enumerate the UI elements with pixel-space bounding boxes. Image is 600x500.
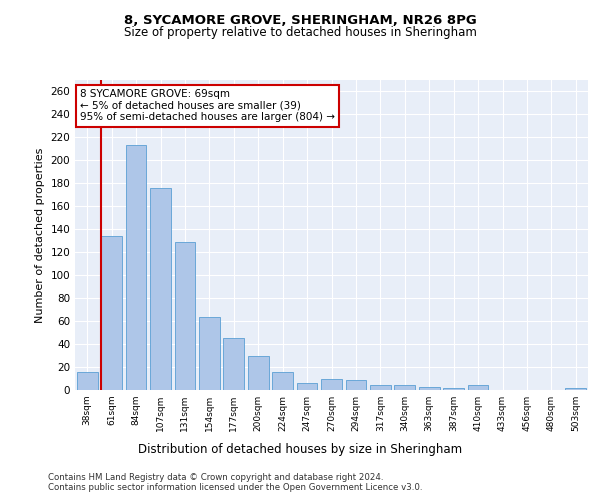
Bar: [272, 372, 293, 390]
Bar: [565, 388, 586, 390]
Text: Distribution of detached houses by size in Sheringham: Distribution of detached houses by size …: [138, 442, 462, 456]
Text: Contains public sector information licensed under the Open Government Licence v3: Contains public sector information licen…: [48, 484, 422, 492]
Bar: [346, 380, 367, 390]
Bar: [321, 378, 342, 390]
Bar: [248, 356, 269, 390]
Bar: [101, 236, 122, 390]
Bar: [223, 338, 244, 390]
Text: 8, SYCAMORE GROVE, SHERINGHAM, NR26 8PG: 8, SYCAMORE GROVE, SHERINGHAM, NR26 8PG: [124, 14, 476, 27]
Bar: [443, 388, 464, 390]
Bar: [467, 386, 488, 390]
Text: 8 SYCAMORE GROVE: 69sqm
← 5% of detached houses are smaller (39)
95% of semi-det: 8 SYCAMORE GROVE: 69sqm ← 5% of detached…: [80, 90, 335, 122]
Y-axis label: Number of detached properties: Number of detached properties: [35, 148, 45, 322]
Bar: [394, 386, 415, 390]
Bar: [77, 372, 98, 390]
Bar: [370, 386, 391, 390]
Bar: [199, 316, 220, 390]
Text: Contains HM Land Registry data © Crown copyright and database right 2024.: Contains HM Land Registry data © Crown c…: [48, 472, 383, 482]
Bar: [296, 383, 317, 390]
Text: Size of property relative to detached houses in Sheringham: Size of property relative to detached ho…: [124, 26, 476, 39]
Bar: [419, 386, 440, 390]
Bar: [175, 242, 196, 390]
Bar: [150, 188, 171, 390]
Bar: [125, 146, 146, 390]
